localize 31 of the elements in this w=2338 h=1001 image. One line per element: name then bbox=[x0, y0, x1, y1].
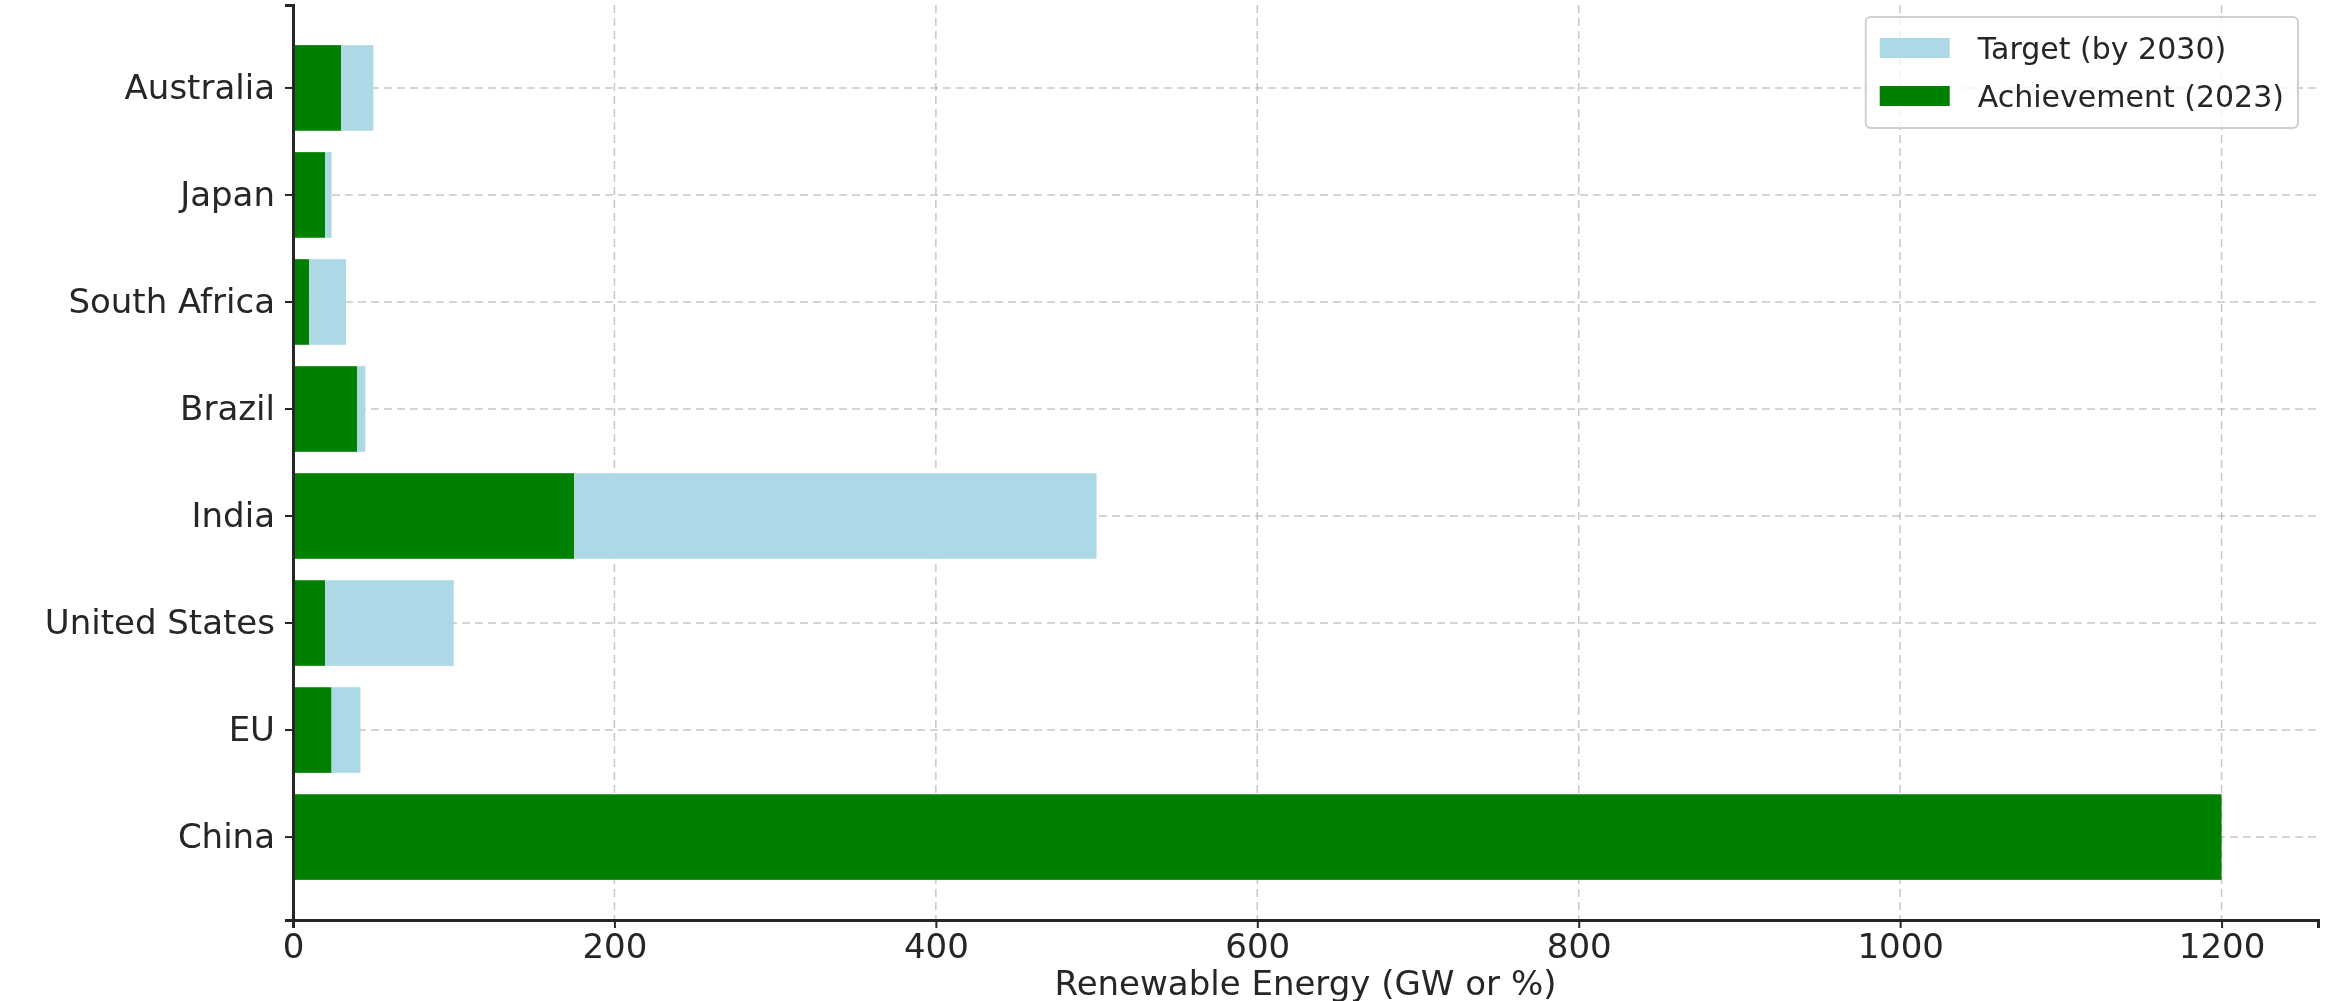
bar bbox=[309, 259, 347, 345]
y-tick-label: China bbox=[177, 815, 275, 856]
x-tick-label: 400 bbox=[903, 926, 969, 967]
legend-label: Achievement (2023) bbox=[1977, 79, 2284, 114]
bar bbox=[357, 366, 366, 452]
y-tick-label: EU bbox=[228, 708, 275, 749]
bar bbox=[331, 687, 361, 773]
bar bbox=[293, 152, 326, 238]
bar bbox=[325, 580, 454, 666]
bar bbox=[293, 366, 358, 452]
bar bbox=[325, 152, 332, 238]
bar bbox=[293, 687, 332, 773]
legend-label: Target (by 2030) bbox=[1976, 31, 2227, 66]
y-tick-label: Australia bbox=[124, 66, 275, 107]
x-tick-label: 800 bbox=[1546, 926, 1612, 967]
y-tick-label: India bbox=[191, 494, 275, 535]
y-tick-label: Japan bbox=[178, 173, 275, 214]
x-tick-label: 600 bbox=[1225, 926, 1291, 967]
y-tick-label: United States bbox=[44, 601, 275, 642]
x-tick-label: 0 bbox=[282, 926, 305, 967]
x-tick-label: 200 bbox=[582, 926, 648, 967]
bar bbox=[293, 794, 2222, 880]
bar bbox=[293, 45, 342, 131]
bar bbox=[293, 580, 326, 666]
bar bbox=[341, 45, 374, 131]
x-tick-label: 1000 bbox=[1857, 926, 1944, 967]
bar bbox=[574, 473, 1097, 559]
bar bbox=[293, 473, 575, 559]
y-tick-label: Brazil bbox=[180, 387, 275, 428]
y-tick-label: South Africa bbox=[68, 280, 275, 321]
x-tick-label: 1200 bbox=[2178, 926, 2266, 967]
